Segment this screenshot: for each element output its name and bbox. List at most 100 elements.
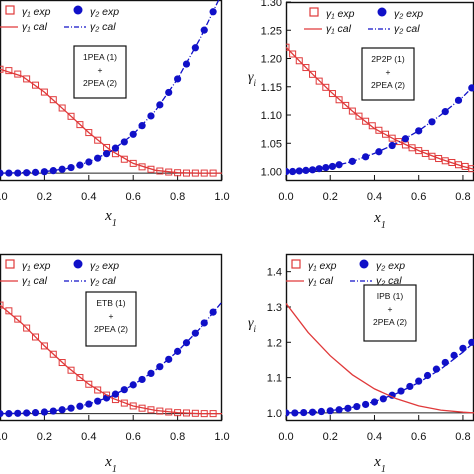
x-tick-label: 0.4 [81, 431, 96, 443]
system-label-box: 1PEA (1) +2PEA (2) [73, 45, 127, 99]
gamma2-exp-point [58, 165, 66, 173]
x-tick-label: 0.8 [455, 431, 470, 443]
legend-gamma1-exp-label: γ₁ exp [22, 260, 51, 272]
x-tick-label: 0.0 [278, 191, 293, 203]
gamma2-cal-line [0, 301, 222, 415]
gamma1-exp-point [23, 75, 31, 83]
legend-gamma1-exp-marker [291, 259, 301, 269]
gamma1-exp-point [328, 90, 336, 98]
x-axis-label: x1 [373, 454, 386, 474]
gamma1-exp-point [342, 101, 350, 109]
legend-gamma2-cal-label: γ₂ cal [90, 275, 116, 287]
gamma1-exp-point [40, 342, 48, 350]
legend-gamma2-cal-label: γ₂ cal [90, 21, 116, 33]
gamma1-exp-point [355, 112, 363, 120]
gamma1-exp-point [14, 315, 22, 323]
legend-gamma2-cal-label: γ₂ cal [376, 275, 402, 287]
legend-gamma1-exp-label: γ₁ exp [22, 6, 51, 18]
x-tick-label: 0.4 [367, 191, 382, 203]
gamma1-exp-point [315, 77, 323, 85]
system-label-box: ETB (1) +2PEA (2) [85, 291, 137, 347]
legend-gamma2-exp-label: γ₂ exp [376, 260, 405, 272]
gamma1-exp-point [94, 136, 102, 144]
gamma1-exp-point [455, 161, 463, 169]
x-tick-label: 0.6 [411, 191, 426, 203]
gamma1-exp-point [448, 158, 456, 166]
x-axis-label: x1 [104, 454, 117, 474]
x-tick-label: 0.6 [411, 431, 426, 443]
system-label-box: IPB (1) +2PEA (2) [363, 284, 417, 342]
system-label-line: + [388, 304, 393, 314]
gamma2-cal-line [0, 0, 220, 174]
gamma1-exp-point [120, 155, 128, 163]
system-label-line: ETB (1) [96, 298, 125, 308]
chart-panel-bottom-right: 0.0 0.2 0.4 0.6 0.8 1.0 1.1 1.2 1.3 1.4 x1 γi γ₁ exp… [248, 253, 474, 474]
gamma2-exp-point [14, 409, 22, 417]
gamma2-exp-point [289, 167, 297, 176]
gamma2-exp-point [14, 169, 22, 177]
system-label-line: + [386, 67, 391, 77]
legend-gamma2-exp-marker [359, 259, 369, 269]
x-tick-label: 0.2 [37, 431, 52, 443]
plot-area [0, 0, 222, 177]
gamma1-exp-point [32, 81, 40, 89]
y-tick-label: 1.4 [267, 267, 282, 279]
gamma1-exp-point [388, 134, 396, 142]
x-tick-label: 0.6 [126, 191, 141, 203]
gamma2-exp-point [102, 150, 111, 158]
system-label-line: 2PEA (2) [83, 78, 117, 88]
y-axis-label: γi [248, 316, 257, 334]
gamma2-exp-point [165, 88, 173, 97]
gamma2-exp-point [450, 351, 458, 359]
gamma1-exp-point [408, 144, 416, 152]
chart-panel-bottom-left: 0.0 0.2 0.4 0.6 0.8 1.0 x1 γ₁ exp γ₂ exp γ₁ cal γ₂… [0, 253, 230, 474]
system-box-border [361, 47, 415, 101]
gamma2-cal-line [286, 85, 474, 173]
y-tick-label: 1.15 [261, 82, 282, 94]
system-label-line: 2PEA (2) [373, 317, 407, 327]
legend: γ₁ exp γ₂ exp γ₁ cal γ₂ cal [304, 7, 423, 35]
legend-gamma2-exp-label: γ₂ exp [90, 260, 119, 272]
legend-gamma1-cal-label: γ₁ cal [22, 21, 48, 33]
plot-area [286, 303, 474, 417]
chart-panel-top-right: 0.0 0.2 0.4 0.6 0.8 1.00 1.05 1.10 1.15 1.20 1.25 1… [248, 0, 474, 231]
gamma1-exp-point [58, 104, 66, 112]
gamma1-exp-point [120, 399, 128, 407]
gamma2-exp-point [468, 84, 474, 92]
gamma2-exp-point [423, 371, 432, 380]
gamma1-exp-point [49, 96, 57, 104]
x-tick-label: 0.8 [170, 431, 185, 443]
x-axis-label: x1 [104, 208, 117, 229]
x-tick-label: 0.8 [455, 191, 470, 203]
system-label-line: + [109, 311, 114, 321]
system-box-border [363, 284, 417, 342]
y-tick-label: 1.30 [261, 0, 282, 9]
system-label-line: 1PEA (1) [83, 52, 117, 62]
system-label-box: 2P2P (1) +2PEA (2) [361, 47, 415, 101]
gamma1-exp-point [76, 121, 84, 129]
chart-panel-top-left: 0.0 0.2 0.4 0.6 0.8 1.0 x1 γ₁ exp γ₂ exp γ₁ cal γ₂… [0, 0, 230, 229]
gamma1-exp-point [58, 359, 66, 367]
gamma1-exp-point [49, 350, 57, 358]
system-label-line: + [98, 65, 103, 75]
x-tick-label: 1.0 [214, 431, 229, 443]
gamma2-exp-point [375, 148, 383, 156]
gamma1-exp-point [435, 155, 443, 163]
gamma1-exp-point [76, 374, 84, 382]
x-tick-label: 0.2 [323, 431, 338, 443]
y-tick-label: 1.00 [261, 167, 282, 179]
legend-gamma1-exp-label: γ₁ exp [326, 8, 355, 20]
gamma2-exp-point [94, 397, 102, 405]
system-label-line: 2PEA (2) [94, 324, 128, 334]
gamma1-exp-point [468, 165, 474, 173]
x-tick-label: 0.0 [278, 431, 293, 443]
x-tick-label: 0.8 [170, 191, 185, 203]
plot-frame [0, 0, 223, 182]
legend-gamma2-exp-marker [73, 259, 83, 269]
gamma2-exp-point [58, 406, 66, 414]
gamma1-exp-point [85, 129, 93, 137]
gamma2-exp-point [129, 381, 137, 389]
gamma1-exp-point [129, 159, 137, 167]
legend-gamma1-exp-label: γ₁ exp [308, 260, 337, 272]
